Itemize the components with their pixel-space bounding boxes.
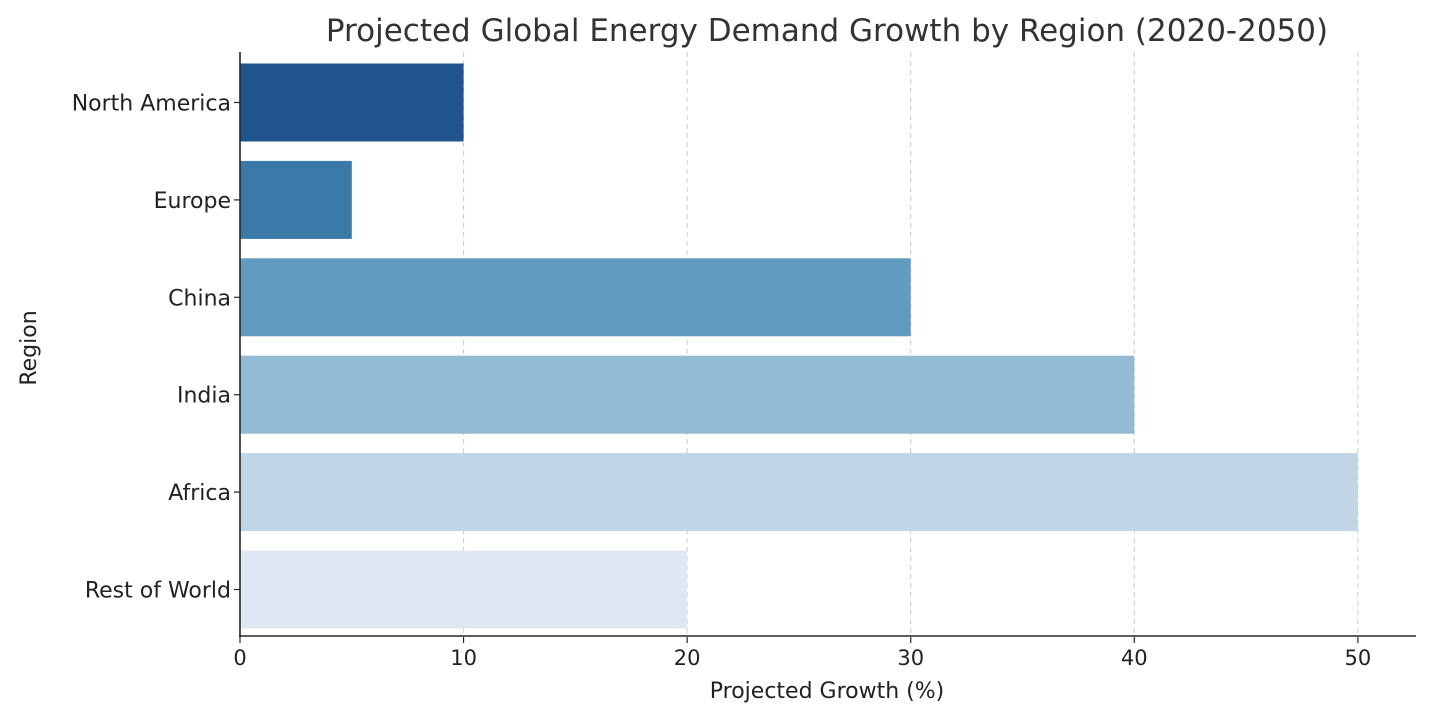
y-tick-label: Africa bbox=[168, 481, 231, 506]
gridlines bbox=[463, 52, 1359, 637]
bar bbox=[240, 550, 688, 629]
x-tick-label: 0 bbox=[233, 646, 246, 670]
y-tick-label: North America bbox=[72, 92, 231, 117]
x-axis-label: Projected Growth (%) bbox=[710, 679, 944, 704]
chart-title: Projected Global Energy Demand Growth by… bbox=[326, 13, 1328, 49]
x-tick-label: 10 bbox=[450, 646, 477, 670]
y-axis-label: Region bbox=[17, 310, 42, 385]
bar bbox=[240, 355, 1135, 434]
bar bbox=[240, 63, 464, 142]
bar bbox=[240, 258, 911, 337]
bar bbox=[240, 160, 352, 239]
x-ticks: 0 10 20 30 40 50 bbox=[233, 637, 1371, 670]
x-tick-label: 40 bbox=[1121, 646, 1148, 670]
y-tick-label: Europe bbox=[154, 189, 231, 214]
x-tick-label: 20 bbox=[674, 646, 701, 670]
x-tick-label: 30 bbox=[897, 646, 924, 670]
y-ticks: North America Europe China India Africa Rest … bbox=[72, 92, 240, 604]
x-tick-label: 50 bbox=[1345, 646, 1372, 670]
y-tick-label: India bbox=[177, 384, 231, 409]
bars bbox=[240, 63, 1358, 629]
bar bbox=[240, 453, 1358, 532]
axes bbox=[239, 52, 1416, 637]
y-tick-label: Rest of World bbox=[85, 579, 231, 604]
y-tick-label: China bbox=[168, 286, 231, 311]
